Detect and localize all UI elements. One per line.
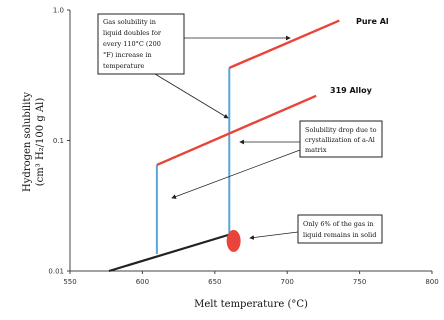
annotation-1-line-2: liquid doubles for [103,29,162,37]
y-axis-title-line2: (cm³ H₂/100 g Al) [35,98,46,187]
annotation-2-arrow-b [171,149,301,199]
annotation-box-solubility [97,13,185,75]
series-line-2 [156,94,317,167]
x-tick-label: 800 [425,278,438,286]
y-tick-label: 1.0 [53,7,64,15]
x-tick-label: 550 [63,278,76,286]
drop-lines [155,67,231,254]
y-tick-label: 0.01 [48,268,64,276]
x-tick-label: 700 [281,278,294,286]
annotation-1-line-4: °F) increase in [103,51,152,59]
x-tick-label: 650 [208,278,221,286]
series-label-319-alloy: 319 Alloy [330,86,373,95]
annotation-3-arrow [249,231,299,240]
annotation-3-line-2: liquid remains in solid [303,231,376,239]
annotation-box-solubility-drop [299,120,383,158]
y-tick-group: 0.01 0.1 1.0 [48,7,70,276]
x-tick-label: 750 [353,278,366,286]
series-lines [108,19,340,273]
series-line-1 [228,19,340,70]
series-label-pure-al: Pure Al [356,17,389,26]
annotation-1-line-3: every 110°C (200 [103,40,161,48]
annotation-2-line-2: crystallization of a-Al [305,136,375,144]
annotation-3-line-1: Only 6% of the gas in [303,220,374,228]
solid-fraction-marker [226,229,241,252]
annotation-2-line-3: matrix [305,146,327,154]
annotation-1-line-5: temperature [103,62,145,70]
y-axis-title-line1: Hydrogen solubility [22,92,33,192]
y-tick-label: 0.1 [53,137,64,145]
marker-layer [226,229,241,252]
x-tick-group: 550 600 650 700 750 800 [63,271,439,286]
x-tick-label: 600 [136,278,149,286]
annotation-box-gas-remaining [297,214,383,244]
annotation-2-line-1: Solubility drop due to [305,126,377,134]
x-axis-title: Melt temperature (°C) [194,299,308,310]
annotation-1-arrow-b [154,73,229,119]
annotation-1-line-1: Gas solubility in [103,18,156,26]
series-line-3 [108,233,230,273]
